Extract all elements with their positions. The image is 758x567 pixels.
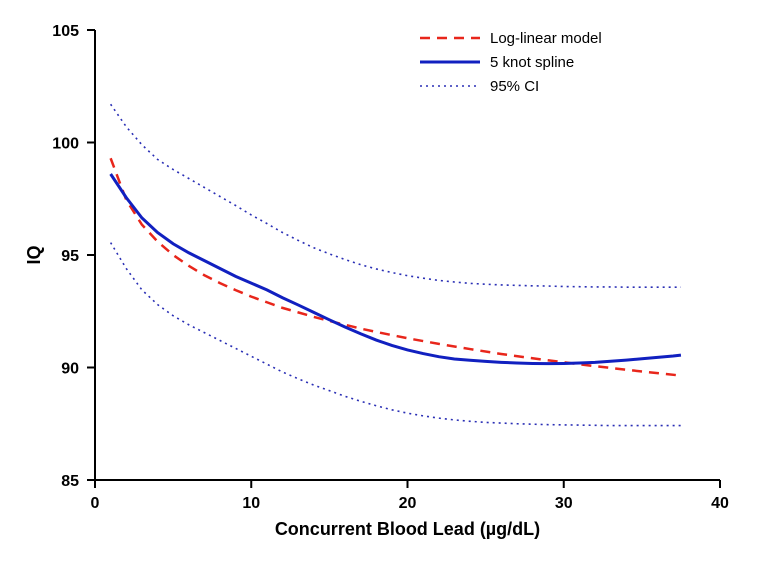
- y-tick-label: 100: [52, 136, 79, 153]
- x-tick-label: 20: [399, 495, 417, 512]
- iq-vs-blood-lead-chart: 0 10 20 30 40 85 90 95 100 105 Concurrent Blood Le…: [0, 0, 758, 567]
- x-tick-label: 30: [555, 495, 573, 512]
- y-tick-label: 90: [61, 361, 79, 378]
- y-axis-title: IQ: [24, 245, 44, 264]
- y-tick-label: 105: [52, 23, 79, 40]
- legend-label-loglinear: Log-linear model: [490, 30, 602, 47]
- series-loglinear: [111, 158, 681, 375]
- x-axis-title: Concurrent Blood Lead (µg/dL): [275, 519, 540, 539]
- legend-label-spline: 5 knot spline: [490, 54, 574, 71]
- x-tick-label: 40: [711, 495, 729, 512]
- x-tick-label: 10: [242, 495, 260, 512]
- y-tick-label: 95: [61, 248, 79, 265]
- x-tick-label: 0: [91, 495, 100, 512]
- legend-label-ci_upper: 95% CI: [490, 78, 539, 95]
- y-tick-label: 85: [61, 473, 79, 490]
- axes: [95, 30, 720, 480]
- series-ci_upper: [111, 104, 681, 287]
